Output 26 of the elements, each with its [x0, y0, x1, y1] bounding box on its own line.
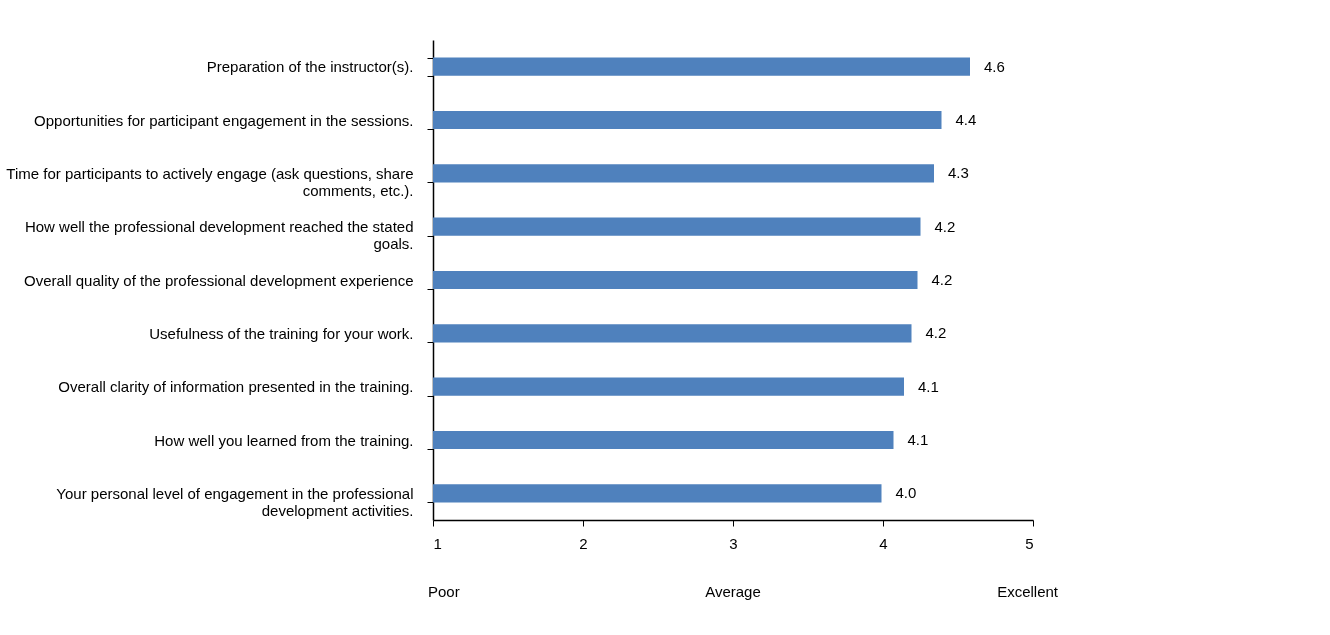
data-label: 4.3 [948, 164, 969, 182]
data-label: 4.2 [925, 324, 947, 342]
x-tick-label: 1 [433, 534, 442, 552]
y-tick-label: Time for participants to actively engage (ask questions, share comments, etc.). [6, 164, 414, 199]
y-tick-label: How well you learned from the training. [154, 431, 414, 449]
y-tick-label: Usefulness of the training for your work. [149, 324, 414, 342]
y-tick-label: How well the professional development reached the stated goals. [24, 218, 414, 253]
y-tick-label: Your personal level of engagement in the professional development activities. [56, 484, 414, 519]
data-label: 4.1 [918, 377, 939, 395]
text: Excellent [997, 583, 1059, 600]
data-label: 4.6 [984, 57, 1005, 75]
x-tick-label: 4 [879, 534, 888, 552]
data-label: 4.1 [907, 431, 929, 448]
x-tick-label: 3 [729, 534, 738, 552]
y-tick-label: Opportunities for participant engagement in the sessions. [34, 111, 414, 129]
text: Poor [428, 583, 460, 600]
y-tick-label: Overall quality of the professional development experience [24, 271, 414, 289]
x-tick-label: 2 [579, 534, 588, 552]
x-tick-label: 5 [1025, 534, 1034, 552]
data-label: 4.4 [955, 111, 977, 128]
data-label: 4.0 [895, 484, 917, 502]
data-label: 4.2 [931, 271, 953, 288]
y-tick-label: Preparation of the instructor(s). [206, 58, 414, 76]
data-label: 4.2 [934, 217, 956, 235]
y-tick-label: Overall clarity of information presented in the training. [58, 378, 414, 396]
text: Average [705, 583, 761, 600]
